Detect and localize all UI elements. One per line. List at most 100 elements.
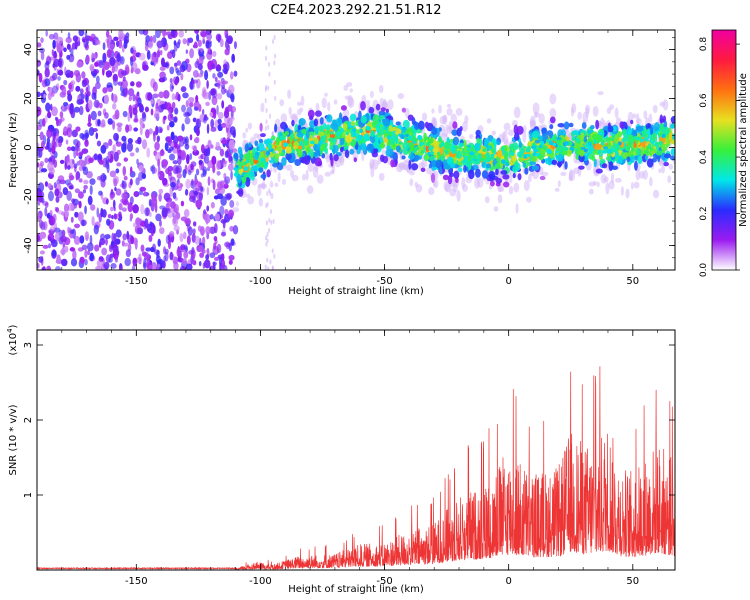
heatmap-cell bbox=[122, 76, 126, 82]
heatmap-cell bbox=[431, 127, 438, 136]
heatmap-cell bbox=[178, 30, 184, 38]
heatmap-cell bbox=[482, 148, 487, 152]
heatmap-cell bbox=[174, 107, 179, 115]
heatmap-cell bbox=[44, 181, 49, 187]
heatmap-cell bbox=[306, 155, 311, 162]
heatmap-cell bbox=[397, 92, 405, 100]
heatmap-cell bbox=[155, 151, 162, 162]
heatmap-cell bbox=[86, 242, 94, 252]
heatmap-cell bbox=[476, 137, 481, 144]
heatmap-cell bbox=[669, 123, 675, 129]
heatmap-cell bbox=[210, 144, 214, 149]
heatmap-cell bbox=[180, 86, 187, 93]
heatmap-cell bbox=[665, 137, 671, 145]
heatmap-cell bbox=[390, 144, 398, 151]
heatmap-cell bbox=[89, 65, 95, 72]
heatmap-cell bbox=[522, 163, 527, 168]
heatmap-cell bbox=[84, 129, 89, 140]
heatmap-cell bbox=[381, 125, 385, 130]
heatmap-cell bbox=[217, 118, 222, 125]
heatmap-cell bbox=[66, 190, 72, 202]
heatmap-cell bbox=[154, 108, 160, 118]
heatmap-cell bbox=[234, 170, 239, 175]
heatmap-cell bbox=[115, 238, 121, 245]
heatmap-cell bbox=[453, 170, 460, 179]
heatmap-cell bbox=[556, 140, 561, 145]
heatmap-cell bbox=[48, 33, 55, 40]
heatmap-cell bbox=[302, 173, 307, 181]
heatmap-cell bbox=[54, 188, 60, 197]
heatmap-cell bbox=[342, 109, 350, 117]
heatmap-cell bbox=[40, 37, 44, 43]
heatmap-cell bbox=[500, 159, 506, 165]
heatmap-cell bbox=[360, 101, 366, 111]
heatmap-cell bbox=[55, 132, 60, 142]
snr-y-tick-label: 2 bbox=[23, 417, 34, 423]
heatmap-cell bbox=[663, 161, 669, 167]
heatmap-cell bbox=[169, 78, 173, 83]
heatmap-cell bbox=[165, 31, 172, 36]
heatmap-cell bbox=[39, 250, 46, 255]
heatmap-cell bbox=[66, 43, 71, 50]
heatmap-cell bbox=[179, 232, 184, 243]
heatmap-cell bbox=[84, 139, 89, 147]
heatmap-cell bbox=[495, 162, 500, 170]
heatmap-cell bbox=[452, 136, 460, 146]
snr-series-line bbox=[37, 366, 675, 570]
heatmap-cell bbox=[146, 147, 151, 158]
heatmap-cell bbox=[219, 148, 225, 157]
heatmap-cell bbox=[132, 204, 139, 214]
heatmap-cell bbox=[420, 160, 428, 168]
heatmap-cell bbox=[324, 146, 329, 155]
heatmap-cell bbox=[85, 95, 88, 102]
heatmap-cell bbox=[597, 149, 602, 155]
heatmap-cell bbox=[265, 203, 268, 209]
heatmap-cell bbox=[642, 130, 647, 136]
heatmap-cell bbox=[285, 152, 292, 161]
heatmap-cell bbox=[264, 86, 267, 92]
heatmap-cell bbox=[280, 113, 288, 123]
heatmap-cell bbox=[220, 231, 226, 237]
heatmap-cell bbox=[376, 123, 381, 134]
heatmap-cell bbox=[110, 262, 117, 269]
heatmap-cell bbox=[96, 140, 102, 147]
heatmap-cell bbox=[300, 95, 305, 107]
heatmap-cell bbox=[109, 253, 115, 258]
heatmap-cell bbox=[145, 35, 151, 43]
heatmap-cell bbox=[216, 64, 221, 71]
heatmap-cell bbox=[379, 138, 384, 143]
heatmap-cell bbox=[445, 124, 449, 131]
heatmap-cell bbox=[130, 235, 135, 245]
heatmap-cell bbox=[43, 93, 46, 99]
heatmap-cell bbox=[111, 215, 114, 220]
heatmap-cell bbox=[62, 242, 66, 248]
heatmap-cell bbox=[194, 180, 202, 192]
heatmap-cell bbox=[439, 115, 446, 125]
heatmap-cell bbox=[285, 164, 293, 172]
spectrogram-y-tick-label: -40 bbox=[23, 237, 34, 253]
heatmap-cell bbox=[221, 100, 225, 109]
heatmap-cell bbox=[526, 196, 532, 203]
heatmap-cell bbox=[72, 35, 79, 42]
heatmap-cell bbox=[649, 176, 653, 187]
heatmap-cell bbox=[39, 160, 45, 167]
heatmap-cell bbox=[477, 154, 482, 159]
heatmap-cell bbox=[49, 209, 53, 216]
snr-y-ticks: 1 2 3 bbox=[23, 342, 675, 498]
heatmap-cell bbox=[152, 93, 159, 99]
heatmap-cell bbox=[78, 159, 84, 166]
heatmap-cell bbox=[54, 265, 62, 270]
spectrogram-x-label: Height of straight line (km) bbox=[288, 286, 424, 297]
heatmap-cell bbox=[65, 73, 71, 78]
heatmap-cell bbox=[452, 121, 458, 129]
heatmap-cell bbox=[591, 155, 596, 162]
heatmap-cell bbox=[109, 57, 116, 67]
heatmap-cell bbox=[268, 113, 271, 119]
heatmap-cell bbox=[141, 251, 147, 257]
heatmap-cell bbox=[503, 139, 509, 146]
heatmap-cell bbox=[533, 111, 538, 119]
heatmap-cell bbox=[188, 96, 195, 103]
heatmap-cell bbox=[387, 139, 392, 147]
heatmap-cell bbox=[108, 43, 115, 50]
heatmap-cell bbox=[279, 99, 285, 107]
